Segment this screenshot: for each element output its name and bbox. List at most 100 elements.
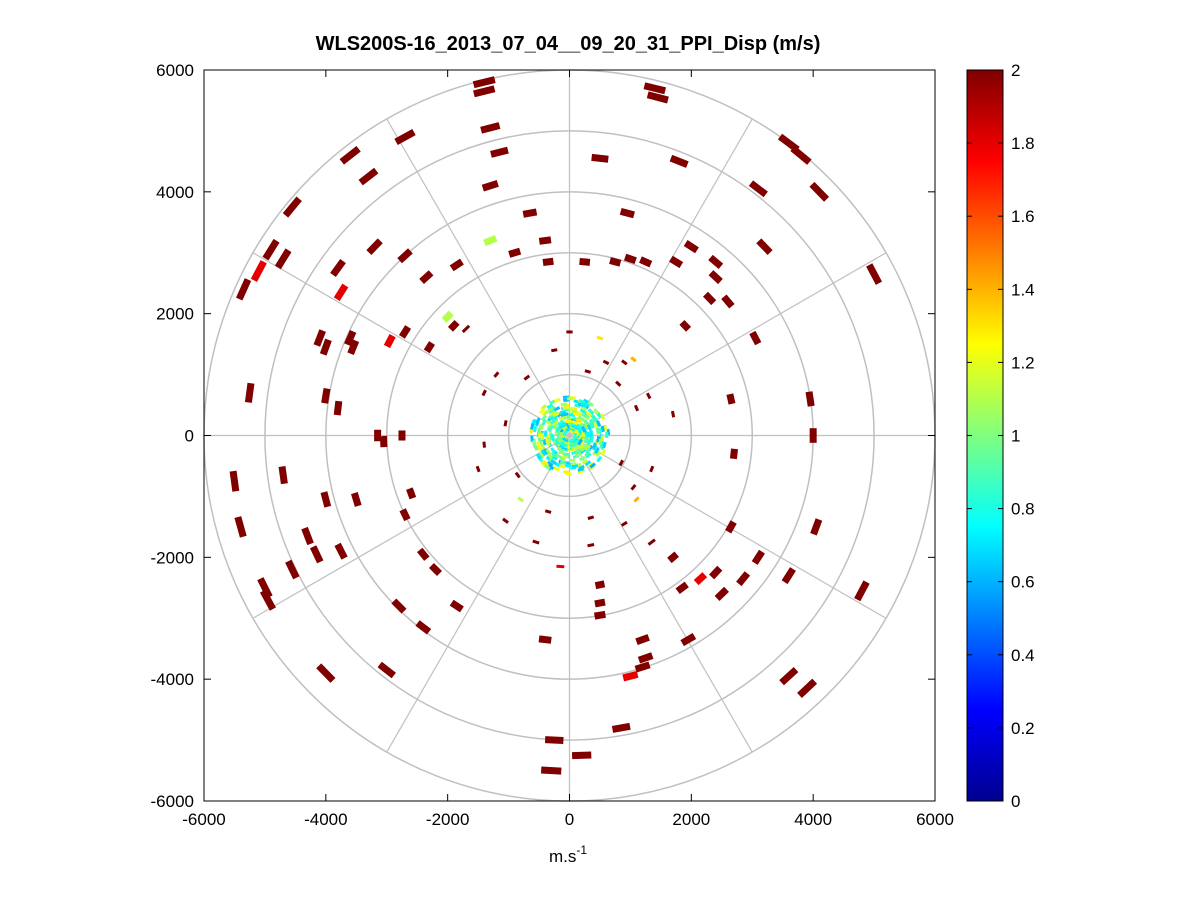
data-point <box>278 466 288 485</box>
data-point <box>584 369 592 374</box>
data-point <box>244 382 255 403</box>
data-point <box>449 258 464 272</box>
y-tick-label: 4000 <box>156 183 194 202</box>
x-tick-label: -4000 <box>304 810 347 829</box>
data-point <box>229 470 240 492</box>
data-point <box>309 545 324 564</box>
data-point <box>579 257 591 266</box>
data-point <box>670 410 676 418</box>
data-point <box>540 404 548 411</box>
data-point <box>643 82 667 95</box>
data-point <box>250 260 267 282</box>
data-point <box>584 447 591 454</box>
data-point <box>481 389 487 397</box>
data-point <box>736 571 751 587</box>
data-point <box>581 430 586 438</box>
data-point <box>586 423 592 431</box>
data-point <box>571 464 579 469</box>
data-point <box>530 423 535 430</box>
data-point <box>781 567 796 585</box>
data-point <box>667 551 679 564</box>
x-tick-label: 4000 <box>794 810 832 829</box>
data-point <box>545 448 552 456</box>
data-point <box>578 465 585 471</box>
data-point <box>344 330 357 347</box>
data-point <box>441 310 454 323</box>
data-point <box>580 445 587 452</box>
data-point <box>562 395 570 400</box>
data-point <box>602 359 610 366</box>
data-point <box>790 145 812 165</box>
data-point <box>555 425 561 433</box>
data-point <box>532 539 540 545</box>
data-point <box>285 559 300 580</box>
x-tick-label: 2000 <box>672 810 710 829</box>
data-point <box>482 441 487 448</box>
data-point <box>517 496 525 503</box>
data-point <box>546 406 554 413</box>
data-point <box>419 270 434 285</box>
data-point <box>377 661 396 679</box>
data-point <box>714 586 729 601</box>
data-point <box>547 464 555 470</box>
data-point <box>333 283 349 302</box>
data-point <box>481 180 499 192</box>
colorbar-tick-label: 1.2 <box>1011 353 1035 372</box>
data-point <box>577 438 583 446</box>
data-point <box>541 418 547 426</box>
data-point <box>551 454 558 461</box>
data-point <box>262 238 280 261</box>
data-point <box>580 412 588 419</box>
data-point <box>578 455 586 462</box>
data-point <box>313 329 326 347</box>
data-point <box>578 443 585 451</box>
data-point <box>633 496 640 503</box>
data-point <box>530 435 534 443</box>
data-point <box>546 452 554 460</box>
data-point <box>551 348 558 353</box>
data-point <box>571 445 578 451</box>
data-point <box>583 419 590 426</box>
data-point <box>585 411 592 418</box>
data-point <box>550 447 557 454</box>
data-point <box>347 339 360 355</box>
data-point <box>709 565 723 580</box>
x-axis-label-base: m.s <box>549 847 576 866</box>
data-point <box>316 663 336 683</box>
data-point <box>540 449 547 457</box>
data-point <box>623 253 637 264</box>
data-point <box>630 356 637 363</box>
data-point <box>669 255 684 269</box>
colorbar <box>966 69 1004 802</box>
data-point <box>558 436 564 444</box>
data-point <box>588 418 595 426</box>
data-point <box>646 392 652 400</box>
data-point <box>568 458 576 463</box>
data-point <box>563 452 570 457</box>
data-point <box>572 411 580 417</box>
data-point <box>480 122 501 134</box>
colorbar-tick-label: 0 <box>1011 792 1020 811</box>
data-point <box>334 542 348 560</box>
data-point <box>588 408 595 415</box>
colorbar-tick-label: 2 <box>1011 61 1020 80</box>
data-point <box>542 410 549 417</box>
y-tick-label: -2000 <box>151 548 194 567</box>
data-point <box>554 438 560 446</box>
x-tick-label: 6000 <box>916 810 954 829</box>
data-point <box>573 446 581 452</box>
data-point <box>570 462 577 467</box>
data-point <box>809 181 830 202</box>
data-point <box>571 751 592 760</box>
data-point <box>574 429 580 437</box>
data-point <box>559 460 567 465</box>
data-point <box>729 448 739 460</box>
data-point <box>320 491 332 508</box>
y-axis: -6000 -4000 -2000 0 2000 4000 6000 <box>151 61 935 811</box>
data-point <box>514 471 521 479</box>
data-point <box>508 247 522 258</box>
colorbar-tick-label: 0.8 <box>1011 500 1035 519</box>
grid-ring <box>386 252 753 619</box>
data-point <box>680 632 697 647</box>
